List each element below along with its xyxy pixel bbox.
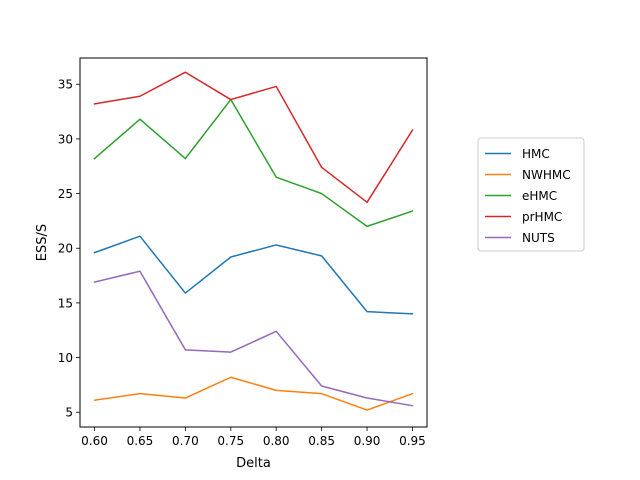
legend-label-nwhmc: NWHMC <box>522 168 571 182</box>
plot-frame <box>79 57 428 428</box>
y-axis-label: ESS/S <box>35 224 50 261</box>
x-tick-label: 0.60 <box>81 434 108 448</box>
series-line-nwhmc <box>93 376 414 411</box>
y-tick-label: 35 <box>58 78 73 92</box>
legend-box <box>477 137 585 252</box>
x-axis-label: Delta <box>236 456 271 471</box>
y-tick-label: 30 <box>58 132 73 146</box>
x-tick-label: 0.90 <box>354 434 381 448</box>
series-line-nuts <box>93 270 414 407</box>
legend: HMC NWHMC eHMC prHMC NUTS <box>477 137 585 252</box>
x-tick-label: 0.65 <box>127 434 154 448</box>
y-tick-label: 5 <box>65 406 73 420</box>
x-tick-label: 0.80 <box>263 434 290 448</box>
series-line-hmc <box>93 235 414 315</box>
y-tick-label: 15 <box>58 296 73 310</box>
y-tick-label: 25 <box>58 187 73 201</box>
x-tick-label: 0.70 <box>172 434 199 448</box>
series-lines <box>93 71 414 411</box>
y-tick-label: 10 <box>58 351 73 365</box>
y-axis: 5 10 15 20 25 30 35 <box>58 78 80 420</box>
legend-label-nuts: NUTS <box>522 231 555 245</box>
legend-label-ehmc: eHMC <box>522 189 557 203</box>
x-tick-label: 0.85 <box>308 434 335 448</box>
legend-label-hmc: HMC <box>522 147 550 161</box>
y-tick-label: 20 <box>58 242 73 256</box>
series-line-prhmc <box>93 71 414 204</box>
x-tick-label: 0.75 <box>217 434 244 448</box>
x-tick-label: 0.95 <box>399 434 426 448</box>
x-axis: 0.60 0.65 0.70 0.75 0.80 0.85 0.90 0.95 <box>81 427 426 448</box>
legend-label-prhmc: prHMC <box>522 210 562 224</box>
series-line-ehmc <box>93 98 414 228</box>
